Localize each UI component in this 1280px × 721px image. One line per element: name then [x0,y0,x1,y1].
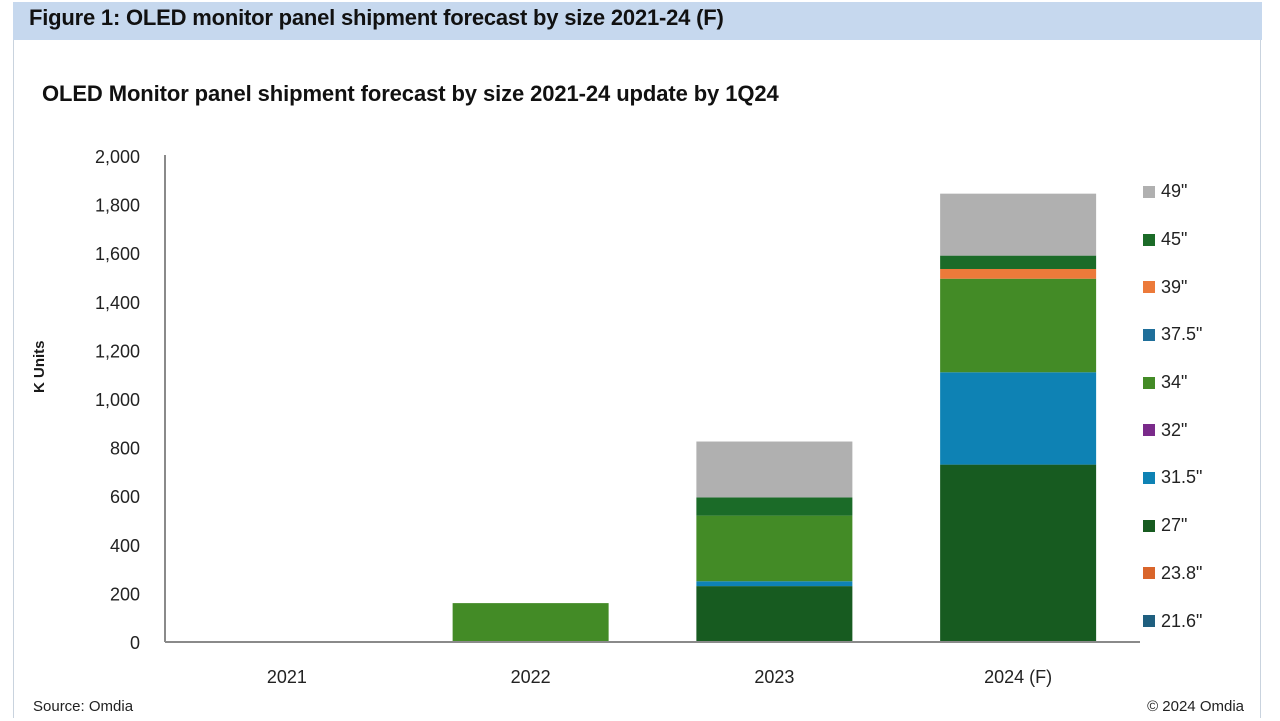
x-category-label: 2023 [754,667,794,687]
legend-item: 23.8" [1143,550,1202,598]
legend-label: 27" [1161,515,1188,536]
bar-segment [940,268,1097,279]
x-category-label: 2022 [511,667,551,687]
bar-segment [696,441,853,498]
bar-segment [696,497,853,516]
bar-segment [696,515,853,582]
chart-title: OLED Monitor panel shipment forecast by … [42,81,779,106]
y-tick-label: 2,000 [95,147,140,167]
copyright-note: © 2024 Omdia [1147,698,1244,715]
legend-item: 34" [1143,359,1202,407]
figure-title: Figure 1: OLED monitor panel shipment fo… [29,5,724,30]
legend-swatch [1143,328,1155,341]
legend-item: 31.5" [1143,454,1202,502]
y-tick-label: 1,800 [95,196,140,216]
legend-item: 49" [1143,168,1202,216]
y-tick-label: 1,600 [95,244,140,264]
bar-segment [696,581,853,587]
y-tick-label: 1,400 [95,293,140,313]
legend: 49" 45" 39" 37.5" 34" 32" 31.5" 27" 23.8" 21.6" [1143,168,1202,645]
legend-swatch [1143,567,1155,580]
legend-item: 45" [1143,216,1202,264]
legend-item: 27" [1143,502,1202,550]
y-tick-label: 1,200 [95,341,140,361]
x-categories-group: 2021 2022 2023 2024 (F) [267,667,1052,687]
bar-segment [940,372,1097,465]
x-category-label: 2024 (F) [984,667,1052,687]
legend-swatch [1143,233,1155,246]
legend-swatch [1143,376,1155,389]
figure-header-band [13,2,1262,40]
legend-swatch [1143,615,1155,628]
legend-label: 23.8" [1161,562,1203,583]
legend-label: 21.6" [1161,610,1203,631]
y-tick-label: 800 [110,439,140,459]
bar-segment [940,278,1097,373]
legend-swatch [1143,519,1155,532]
bar-segment [940,464,1097,642]
legend-item: 21.6" [1143,597,1202,645]
legend-label: 31.5" [1161,467,1203,488]
y-tick-label: 0 [130,633,140,653]
legend-swatch [1143,471,1155,484]
legend-item: 32" [1143,406,1202,454]
legend-item: 37.5" [1143,311,1202,359]
y-tick-label: 200 [110,584,140,604]
source-note: Source: Omdia [33,698,134,715]
x-category-label: 2021 [267,667,307,687]
legend-label: 45" [1161,229,1188,250]
y-tick-label: 1,000 [95,390,140,410]
bar-segment [940,255,1097,269]
legend-label: 37.5" [1161,324,1203,345]
legend-label: 39" [1161,276,1188,297]
legend-label: 32" [1161,419,1188,440]
bar-segment [940,193,1097,256]
bar-segment [452,603,609,642]
bar-segment [696,586,853,642]
y-tick-label: 400 [110,536,140,556]
legend-item: 39" [1143,263,1202,311]
figure-frame [13,2,1261,718]
legend-swatch [1143,424,1155,437]
legend-swatch [1143,185,1155,198]
bars-group [452,193,1097,642]
legend-swatch [1143,281,1155,294]
legend-label: 34" [1161,372,1188,393]
y-tick-label: 600 [110,487,140,507]
y-ticks-group: 0 200 400 600 800 1,000 1,200 1,400 1,600 1,800 2,… [95,147,140,653]
legend-label: 49" [1161,181,1188,202]
